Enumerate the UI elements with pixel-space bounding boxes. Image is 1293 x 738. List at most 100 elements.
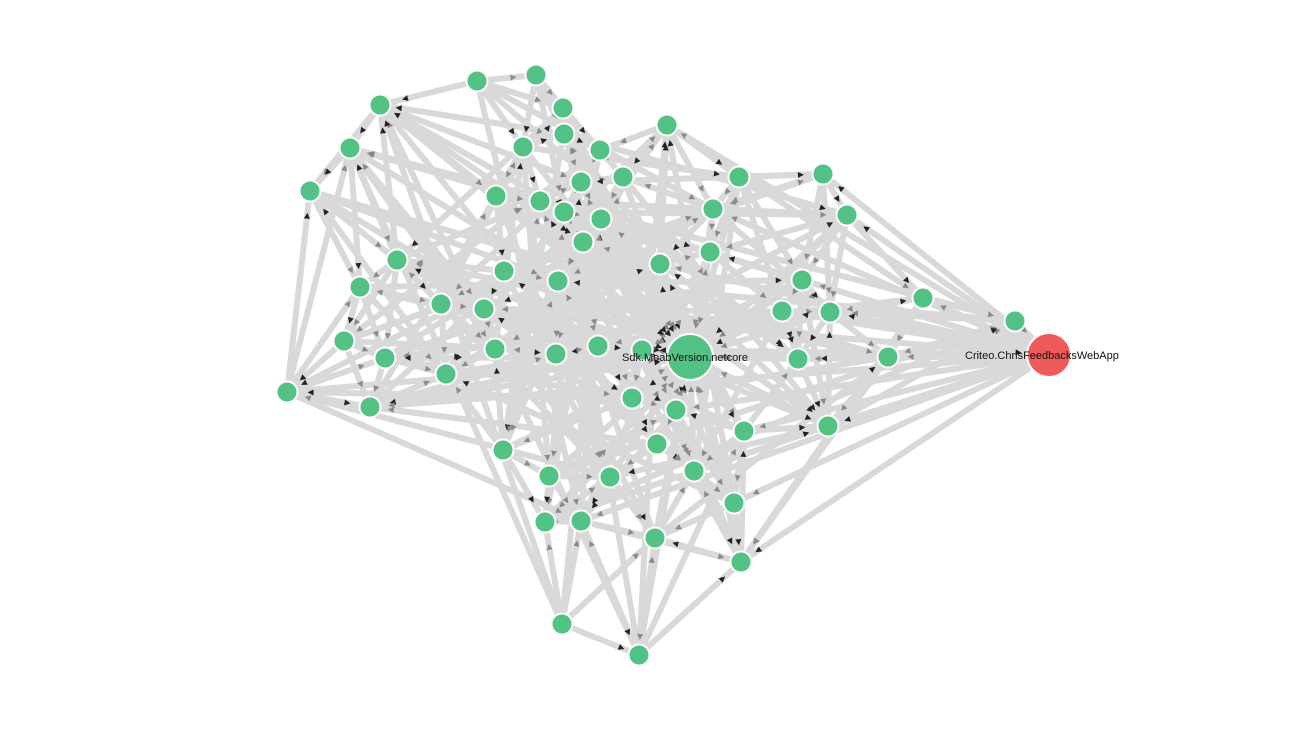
edge-arrowhead [574, 268, 581, 274]
graph-node[interactable] [682, 459, 706, 483]
graph-node[interactable] [701, 197, 725, 221]
graph-node[interactable] [770, 299, 794, 323]
edge-arrowhead [826, 222, 834, 228]
edge-arrowhead [661, 141, 668, 148]
edge-arrowhead [680, 384, 687, 391]
graph-node[interactable] [835, 203, 859, 227]
graph-node[interactable] [484, 184, 508, 208]
graph-node[interactable] [630, 338, 654, 362]
edge-arrowhead [544, 215, 550, 223]
graph-node[interactable] [732, 419, 756, 443]
graph-node[interactable] [569, 170, 593, 194]
selected-node[interactable] [1026, 332, 1072, 378]
edge-arrowhead [462, 381, 470, 387]
edge-arrowhead [628, 468, 636, 475]
graph-node[interactable] [492, 259, 516, 283]
graph-node[interactable] [876, 345, 900, 369]
graph-node[interactable] [332, 329, 356, 353]
graph-node[interactable] [569, 509, 593, 533]
graph-node[interactable] [491, 438, 515, 462]
edge-arrowhead [614, 373, 621, 381]
graph-node[interactable] [698, 240, 722, 264]
edge-arrowhead [868, 366, 876, 373]
graph-node[interactable] [275, 380, 299, 404]
graph-node[interactable] [1003, 309, 1027, 333]
edge-arrowhead [718, 576, 726, 583]
graph-node[interactable] [598, 465, 622, 489]
edge-arrowhead [615, 338, 623, 345]
graph-node[interactable] [588, 138, 612, 162]
graph-node[interactable] [551, 96, 575, 120]
graph-node[interactable] [368, 93, 392, 117]
dependency-edge [707, 249, 1052, 358]
edge-arrowhead [720, 342, 728, 349]
graph-node[interactable] [571, 230, 595, 254]
graph-node[interactable] [373, 346, 397, 370]
graph-node[interactable] [811, 162, 835, 186]
graph-node[interactable] [620, 386, 644, 410]
graph-node[interactable] [348, 275, 372, 299]
graph-node[interactable] [786, 347, 810, 371]
edge-arrowhead [570, 159, 577, 166]
central-node[interactable] [666, 333, 714, 381]
edge-arrowhead [404, 354, 411, 361]
graph-node[interactable] [550, 612, 574, 636]
graph-node[interactable] [655, 113, 679, 137]
graph-node[interactable] [524, 63, 548, 87]
edge-arrowhead [667, 140, 674, 147]
edge-arrowhead [752, 488, 760, 495]
edge-arrowhead [717, 553, 725, 560]
dependency-edge [284, 188, 313, 395]
edge-arrowhead [641, 425, 648, 433]
graph-node[interactable] [727, 165, 751, 189]
graph-node[interactable] [552, 200, 576, 224]
graph-node[interactable] [528, 189, 552, 213]
graph-node[interactable] [818, 300, 842, 324]
edge-arrowhead [706, 454, 714, 461]
edge-arrowhead [307, 389, 314, 396]
graph-node[interactable] [648, 252, 672, 276]
graph-node[interactable] [627, 643, 651, 667]
graph-node[interactable] [589, 207, 613, 231]
graph-node[interactable] [546, 269, 570, 293]
graph-node[interactable] [537, 464, 561, 488]
graph-node[interactable] [511, 135, 535, 159]
graph-node[interactable] [533, 510, 557, 534]
graph-node[interactable] [338, 136, 362, 160]
graph-node[interactable] [729, 550, 753, 574]
edge-arrowhead [904, 347, 912, 354]
graph-node[interactable] [911, 286, 935, 310]
graph-node[interactable] [645, 432, 669, 456]
dependency-edge [598, 216, 693, 360]
graph-node[interactable] [385, 248, 409, 272]
graph-node[interactable] [664, 398, 688, 422]
graph-node[interactable] [790, 268, 814, 292]
graph-node[interactable] [429, 292, 453, 316]
edge-arrowhead [781, 372, 788, 380]
graph-node[interactable] [465, 69, 489, 93]
graph-node[interactable] [298, 179, 322, 203]
dependency-edge [741, 352, 1052, 434]
graph-node[interactable] [552, 122, 576, 146]
graph-node[interactable] [434, 362, 458, 386]
graph-node[interactable] [722, 491, 746, 515]
graph-node[interactable] [358, 395, 382, 419]
graph-node[interactable] [643, 526, 667, 550]
edge-arrowhead [344, 300, 351, 308]
graph-node[interactable] [611, 165, 635, 189]
graph-node[interactable] [816, 414, 840, 438]
edge-arrowhead [510, 74, 517, 81]
edge-arrowhead [455, 387, 462, 394]
edge-arrowhead [731, 216, 738, 222]
graph-node[interactable] [586, 334, 610, 358]
nodes-layer[interactable] [275, 63, 1072, 667]
edge-arrowhead [691, 218, 699, 224]
graph-node[interactable] [483, 337, 507, 361]
graph-node[interactable] [544, 342, 568, 366]
edge-arrowhead [380, 127, 387, 134]
edge-arrowhead [414, 268, 422, 275]
edge-arrowhead [498, 249, 505, 256]
graph-node[interactable] [472, 297, 496, 321]
edge-arrowhead [660, 326, 667, 333]
